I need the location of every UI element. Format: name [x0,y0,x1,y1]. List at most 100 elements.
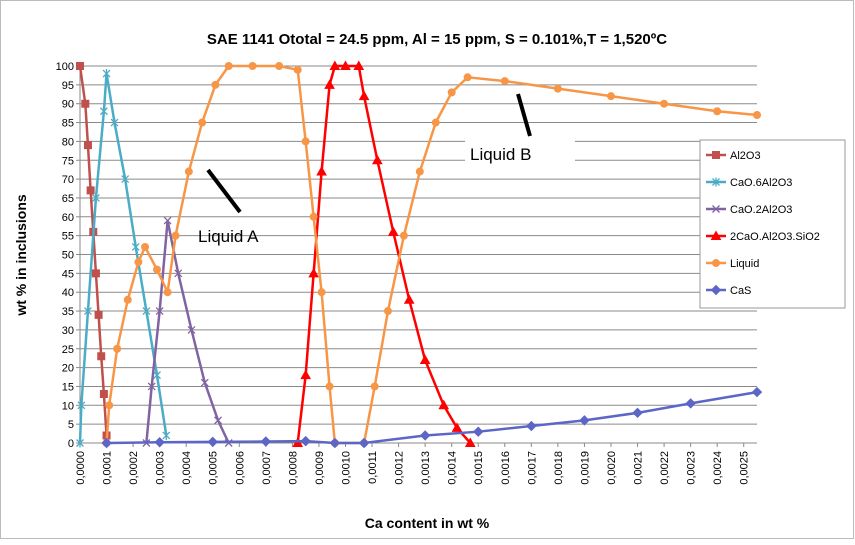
legend-marker [712,259,721,267]
x-tick-label: 0,0001 [102,451,114,485]
marker [163,216,172,225]
x-tick-label: 0,0005 [208,451,220,485]
marker [134,258,143,267]
marker [751,386,763,398]
marker [309,212,318,221]
marker [500,77,509,86]
y-tick-label: 100 [56,61,74,73]
legend-marker [712,151,720,159]
marker [317,288,326,297]
marker [464,437,476,447]
x-tick-label: 0,0024 [712,451,724,485]
x-tick-label: 0,0025 [739,451,751,485]
marker [579,415,590,426]
marker [200,378,209,387]
annotation-background [465,140,575,166]
marker [121,174,130,184]
series-line [296,64,472,444]
marker [141,242,150,251]
marker [293,65,302,74]
series-line [106,390,758,445]
marker [76,62,84,70]
y-tick-label: 75 [62,155,74,167]
marker [713,107,722,116]
x-tick-label: 0,0007 [261,451,273,485]
series-line [78,73,168,444]
marker [324,79,335,89]
marker [102,69,111,79]
marker [187,325,196,334]
x-tick-label: 0,0019 [579,451,591,485]
x-tick-label: 0,0017 [526,451,538,485]
x-tick-label: 0,0015 [473,451,485,485]
marker [473,426,484,437]
marker [94,310,103,319]
x-tick-label: 0,0004 [181,451,193,485]
x-tick-label: 0,0013 [420,451,432,485]
chart-title: SAE 1141 Ototal = 24.5 ppm, Al = 15 ppm,… [207,31,667,48]
marker [606,92,615,101]
marker [110,118,119,128]
y-tick-label: 30 [62,325,74,337]
marker [91,193,100,203]
marker [91,269,100,278]
marker [553,84,562,93]
marker [154,437,165,448]
x-tick-label: 0,0012 [394,451,406,485]
x-tick-label: 0,0023 [686,451,698,485]
x-tick-label: 0,0014 [447,451,459,485]
y-tick-label: 25 [62,344,74,356]
marker [685,398,696,409]
y-tick-label: 90 [62,99,74,111]
y-tick-label: 60 [62,212,74,224]
x-tick-label: 0,0011 [367,451,379,484]
y-tick-label: 20 [62,363,74,375]
plot-area: 0 5 10 15 20 25 30 35 40 45 50 55 60 65 70 75 80 85 90 95 10… [56,60,763,485]
marker [84,306,92,316]
marker [438,399,450,410]
marker [353,60,365,70]
marker [198,118,207,127]
marker [370,382,379,391]
annotation-pointer [516,93,532,137]
marker [207,436,218,448]
y-tick-label: 40 [62,287,74,299]
annotation-pointer [206,168,242,214]
marker [300,435,311,447]
marker [147,382,156,391]
marker [142,306,151,316]
x-tick-label: 0,0002 [128,451,140,485]
y-tick-label: 95 [62,80,74,92]
marker [171,231,180,240]
series-line [78,65,108,436]
legend-box [699,139,846,309]
y-tick-label: 65 [62,193,74,205]
marker [308,267,319,278]
marker [275,62,284,70]
marker [632,407,643,419]
x-tick-label: 0,0018 [553,451,565,485]
marker [97,352,106,361]
marker [113,344,122,353]
x-tick-label: 0,0022 [659,451,671,485]
marker [371,154,383,165]
marker [383,307,392,316]
legend-label: CaO.2Al2O3 [730,204,792,216]
marker [451,422,463,432]
marker [184,167,193,176]
marker [174,269,183,278]
y-tick-label: 55 [62,231,74,243]
marker [131,242,140,252]
legend-marker [710,230,722,240]
marker [86,186,95,195]
legend-marker [710,284,722,296]
legend-label: CaO.6Al2O3 [730,177,792,189]
y-tick-label: 70 [62,174,74,186]
y-tick-label: 15 [62,381,74,393]
marker [260,436,272,447]
marker [101,437,112,449]
y-tick-label: 35 [62,306,74,318]
x-tick-label: 0,0003 [155,451,167,485]
legend: Al2O3 CaO.6Al2O3 CaO.2Al2O3 2CaO.Al2O3.SiO2… [699,139,846,309]
